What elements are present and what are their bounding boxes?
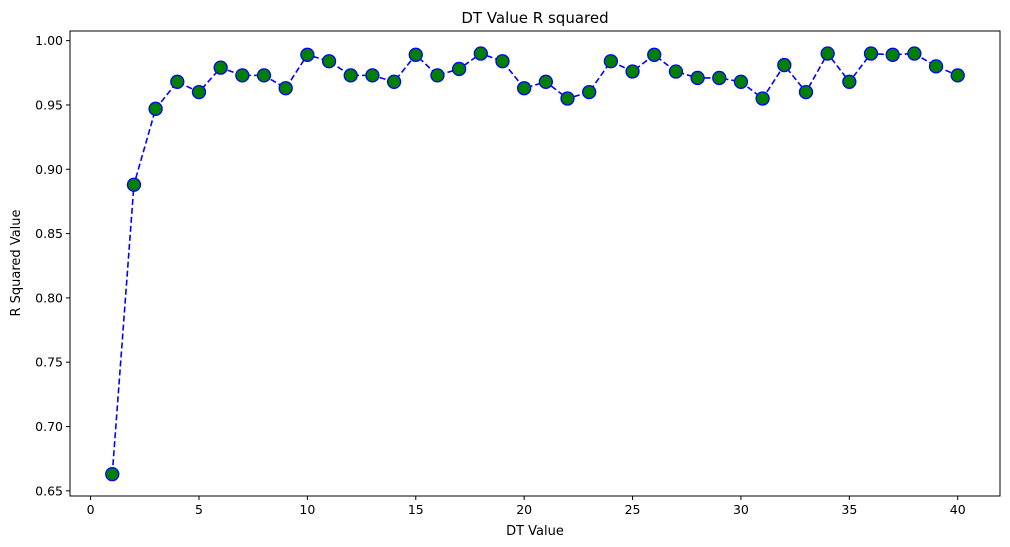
x-tick-label: 0 [87, 502, 95, 517]
x-tick-label: 25 [625, 502, 641, 517]
data-point-23 [582, 84, 597, 100]
data-point-3 [148, 101, 163, 116]
data-point-5 [191, 84, 207, 100]
y-tick-label: 0.95 [35, 97, 63, 112]
data-point-37 [885, 47, 900, 62]
data-point-40 [950, 68, 965, 83]
data-point-31 [755, 91, 770, 106]
data-point-30 [733, 74, 749, 89]
data-point-4 [170, 74, 185, 89]
data-point-2 [126, 177, 142, 192]
y-tick-label: 0.65 [35, 483, 63, 498]
data-point-39 [928, 59, 944, 74]
data-point-25 [625, 64, 640, 79]
y-tick-label: 0.70 [35, 419, 63, 434]
y-tick-label: 1.00 [35, 33, 63, 48]
x-tick-label: 10 [299, 502, 315, 517]
data-point-26 [647, 47, 662, 62]
data-point-9 [278, 81, 293, 96]
data-point-18 [473, 46, 488, 61]
x-axis-ticks: 0 5 10 15 20 25 30 35 40 [87, 496, 966, 517]
data-markers [105, 46, 965, 482]
x-tick-label: 30 [733, 502, 749, 517]
y-tick-label: 0.80 [35, 290, 63, 305]
data-point-10 [300, 47, 315, 62]
y-axis-label: R Squared Value [9, 209, 24, 316]
data-point-17 [451, 61, 467, 77]
data-point-24 [603, 54, 619, 69]
x-tick-label: 15 [408, 502, 424, 517]
chart-title: DT Value R squared [461, 9, 608, 27]
data-point-35 [842, 74, 857, 89]
y-axis-ticks: 0.65 0.70 0.75 0.80 0.85 0.90 0.95 1.00 [35, 33, 70, 498]
data-point-15 [408, 47, 423, 62]
data-point-32 [777, 57, 792, 73]
data-point-29 [712, 70, 727, 86]
data-point-8 [256, 68, 272, 83]
data-point-12 [343, 68, 358, 83]
x-axis-label: DT Value [506, 524, 564, 539]
data-point-22 [560, 91, 575, 106]
x-tick-label: 5 [195, 502, 203, 517]
plot-frame [69, 30, 1001, 497]
x-tick-label: 20 [516, 502, 532, 517]
data-point-38 [907, 46, 922, 61]
data-point-19 [495, 54, 510, 69]
y-tick-label: 0.75 [35, 355, 63, 370]
data-point-33 [798, 84, 814, 100]
data-point-11 [321, 54, 337, 69]
x-tick-label: 40 [950, 502, 966, 517]
data-point-21 [538, 74, 553, 89]
data-point-20 [517, 81, 532, 96]
y-tick-label: 0.90 [35, 162, 63, 177]
data-point-28 [690, 70, 705, 86]
y-tick-label: 0.85 [35, 226, 63, 241]
data-point-14 [386, 74, 402, 89]
x-tick-label: 35 [841, 502, 857, 517]
plot-area [70, 31, 1000, 496]
data-point-6 [213, 60, 228, 75]
data-point-34 [820, 46, 835, 61]
data-point-16 [430, 68, 445, 83]
data-point-13 [365, 68, 380, 83]
data-point-36 [863, 46, 879, 61]
data-point-1 [105, 466, 120, 482]
data-point-27 [668, 64, 684, 79]
data-point-7 [235, 68, 250, 83]
